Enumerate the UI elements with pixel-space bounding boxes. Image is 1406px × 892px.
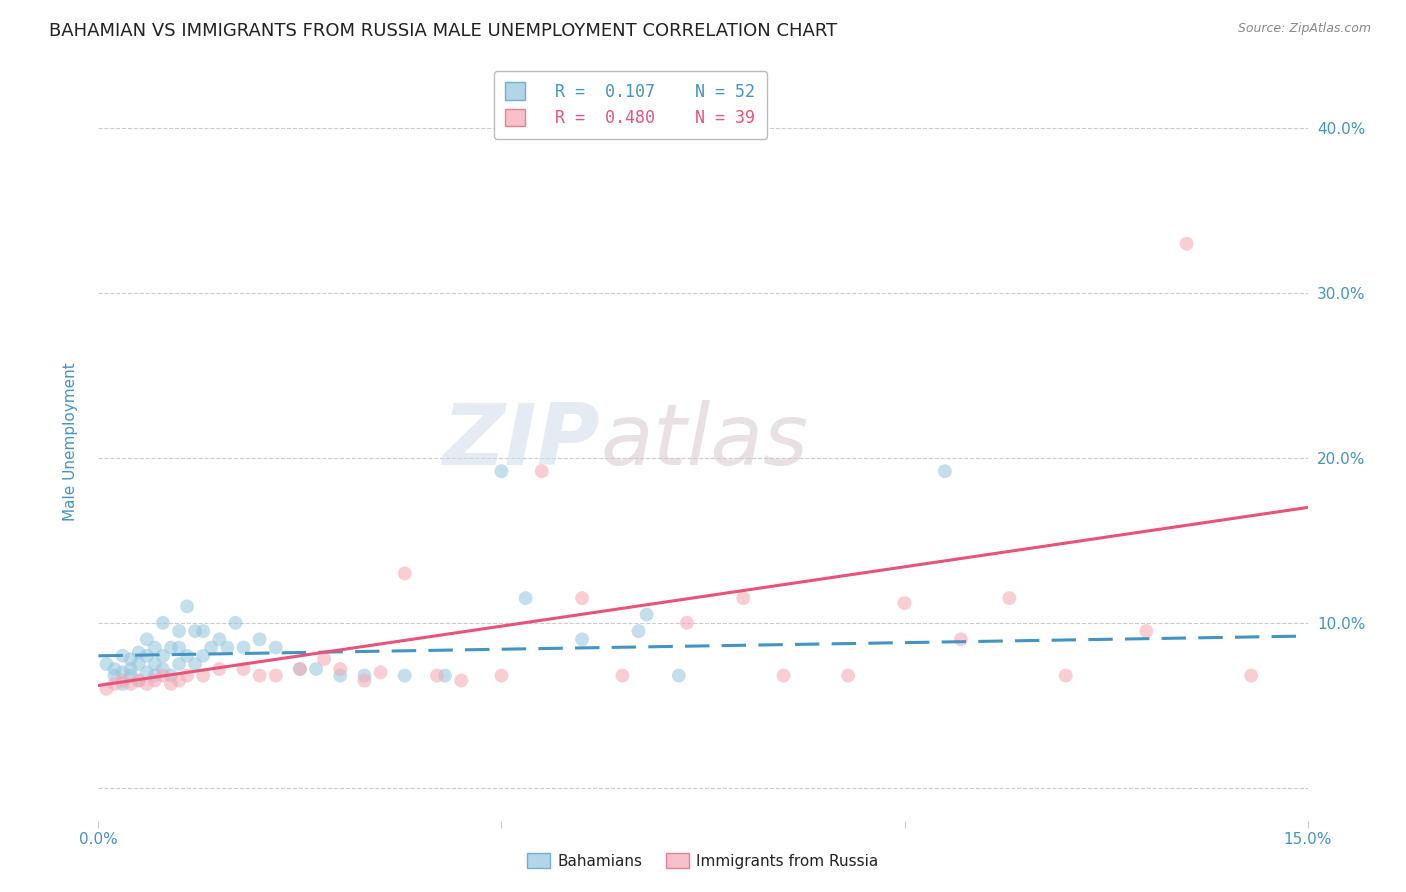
- Point: [305, 662, 328, 676]
- Point: [135, 665, 157, 680]
- Point: [571, 632, 593, 647]
- Point: [434, 668, 457, 682]
- Point: [152, 668, 174, 682]
- Point: [135, 677, 157, 691]
- Point: [111, 673, 134, 688]
- Point: [208, 632, 231, 647]
- Point: [288, 662, 311, 676]
- Point: [120, 668, 142, 682]
- Point: [143, 668, 166, 682]
- Point: [96, 657, 118, 671]
- Point: [103, 662, 125, 676]
- Point: [120, 677, 142, 691]
- Point: [160, 668, 183, 682]
- Point: [152, 662, 174, 676]
- Point: [733, 591, 755, 606]
- Point: [128, 657, 150, 671]
- Text: Source: ZipAtlas.com: Source: ZipAtlas.com: [1237, 22, 1371, 36]
- Point: [193, 668, 215, 682]
- Point: [176, 648, 198, 663]
- Point: [426, 668, 449, 682]
- Point: [288, 662, 311, 676]
- Point: [135, 632, 157, 647]
- Point: [515, 591, 537, 606]
- Point: [176, 599, 198, 614]
- Point: [450, 673, 472, 688]
- Point: [167, 640, 190, 655]
- Point: [1135, 624, 1157, 639]
- Legend: Bahamians, Immigrants from Russia: Bahamians, Immigrants from Russia: [522, 847, 884, 875]
- Point: [135, 648, 157, 663]
- Point: [491, 464, 513, 478]
- Point: [329, 668, 352, 682]
- Point: [200, 640, 222, 655]
- Point: [329, 662, 352, 676]
- Point: [249, 668, 271, 682]
- Point: [96, 681, 118, 696]
- Point: [353, 668, 375, 682]
- Point: [353, 673, 375, 688]
- Point: [176, 668, 198, 682]
- Point: [837, 668, 859, 682]
- Text: BAHAMIAN VS IMMIGRANTS FROM RUSSIA MALE UNEMPLOYMENT CORRELATION CHART: BAHAMIAN VS IMMIGRANTS FROM RUSSIA MALE …: [49, 22, 838, 40]
- Legend:   R =  0.107    N = 52,   R =  0.480    N = 39: R = 0.107 N = 52, R = 0.480 N = 39: [494, 70, 768, 139]
- Point: [184, 624, 207, 639]
- Point: [103, 677, 125, 691]
- Point: [949, 632, 972, 647]
- Point: [128, 673, 150, 688]
- Point: [1240, 668, 1263, 682]
- Point: [668, 668, 690, 682]
- Point: [491, 668, 513, 682]
- Point: [370, 665, 392, 680]
- Point: [184, 657, 207, 671]
- Point: [167, 624, 190, 639]
- Point: [128, 646, 150, 660]
- Point: [152, 615, 174, 630]
- Text: atlas: atlas: [600, 400, 808, 483]
- Point: [103, 668, 125, 682]
- Point: [571, 591, 593, 606]
- Point: [143, 640, 166, 655]
- Point: [394, 566, 416, 581]
- Point: [530, 464, 553, 478]
- Point: [193, 624, 215, 639]
- Text: ZIP: ZIP: [443, 400, 600, 483]
- Point: [167, 673, 190, 688]
- Point: [193, 648, 215, 663]
- Point: [264, 668, 287, 682]
- Point: [1054, 668, 1077, 682]
- Point: [772, 668, 794, 682]
- Point: [612, 668, 634, 682]
- Point: [232, 662, 254, 676]
- Point: [217, 640, 239, 655]
- Point: [998, 591, 1021, 606]
- Point: [224, 615, 246, 630]
- Point: [676, 615, 699, 630]
- Point: [232, 640, 254, 655]
- Point: [120, 662, 142, 676]
- Point: [934, 464, 956, 478]
- Point: [160, 640, 183, 655]
- Point: [167, 657, 190, 671]
- Point: [111, 648, 134, 663]
- Point: [208, 662, 231, 676]
- Point: [111, 677, 134, 691]
- Point: [120, 652, 142, 666]
- Point: [249, 632, 271, 647]
- Point: [128, 673, 150, 688]
- Point: [893, 596, 915, 610]
- Point: [1175, 236, 1198, 251]
- Point: [143, 657, 166, 671]
- Point: [160, 677, 183, 691]
- Point: [111, 665, 134, 680]
- Point: [143, 673, 166, 688]
- Point: [314, 652, 336, 666]
- Point: [636, 607, 658, 622]
- Y-axis label: Male Unemployment: Male Unemployment: [63, 362, 77, 521]
- Point: [152, 648, 174, 663]
- Point: [394, 668, 416, 682]
- Point: [627, 624, 650, 639]
- Point: [264, 640, 287, 655]
